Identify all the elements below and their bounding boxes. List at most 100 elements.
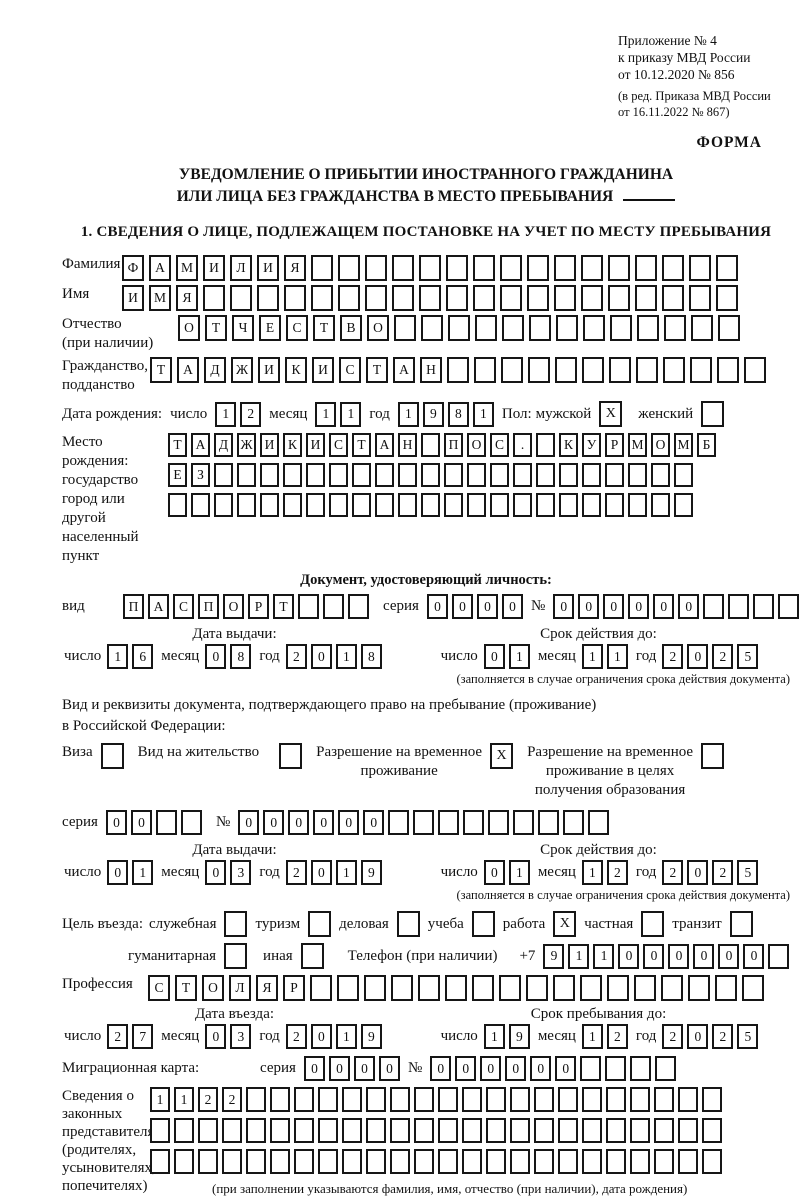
form-cell: 2 xyxy=(606,860,628,885)
form-cell xyxy=(636,357,658,383)
form-cell xyxy=(634,975,656,1001)
form-cell: С xyxy=(148,975,170,1001)
entry-heading: Дата въезда: xyxy=(194,1006,275,1022)
form-cell xyxy=(641,911,665,937)
purpose-other-checkbox xyxy=(300,943,324,969)
form-cell xyxy=(230,285,252,311)
form-cell: 9 xyxy=(508,1024,530,1049)
form-cell: 2 xyxy=(662,860,684,885)
form-cell xyxy=(534,1118,554,1143)
form-cell xyxy=(510,1087,530,1112)
form-cell: . xyxy=(513,433,532,457)
appendix-reference: Приложение № 4 к приказу МВД России от 1… xyxy=(618,32,798,83)
form-cell xyxy=(260,493,279,517)
form-cell xyxy=(366,1149,386,1174)
form-cell xyxy=(392,285,414,311)
form-cell xyxy=(556,315,578,341)
form-cell xyxy=(510,1149,530,1174)
form-title: УВЕДОМЛЕНИЕ О ПРИБЫТИИ ИНОСТРАННОГО ГРАЖ… xyxy=(62,164,790,208)
form-cell: 0 xyxy=(530,1056,552,1081)
form-cell: 1 xyxy=(132,860,154,885)
form-cell xyxy=(414,1149,434,1174)
form-cell xyxy=(664,315,686,341)
appendix-line: от 10.12.2020 № 856 xyxy=(618,67,735,82)
form-cell xyxy=(753,594,775,619)
form-cell xyxy=(191,493,210,517)
form-cell xyxy=(338,255,360,281)
form-page: Приложение № 4 к приказу МВД России от 1… xyxy=(62,32,800,1196)
form-cell xyxy=(536,463,555,487)
form-cell xyxy=(678,1118,698,1143)
form-cell xyxy=(582,1118,602,1143)
month-label: месяц xyxy=(537,864,576,880)
form-cell: М xyxy=(149,285,171,311)
form-cell: 1 xyxy=(150,1087,170,1112)
form-cell: Т xyxy=(366,357,388,383)
form-cell xyxy=(500,285,522,311)
form-cell: С xyxy=(339,357,361,383)
form-cell: С xyxy=(286,315,308,341)
form-cell xyxy=(729,911,753,937)
form-cell: Т xyxy=(352,433,371,457)
form-cell xyxy=(375,493,394,517)
form-cell: 7 xyxy=(132,1024,154,1049)
form-cell xyxy=(486,1087,506,1112)
residence-permit-label: Вид на жительство xyxy=(137,744,260,760)
form-cell xyxy=(529,315,551,341)
form-cell: П xyxy=(123,594,144,619)
form-cell xyxy=(419,255,441,281)
edu-permit-label: Разрешение на временное проживание в цел… xyxy=(527,744,694,798)
form-cell xyxy=(396,911,420,937)
form-cell xyxy=(690,357,712,383)
form-cell xyxy=(651,493,670,517)
form-cell xyxy=(294,1118,314,1143)
form-cell: С xyxy=(490,433,509,457)
form-cell: 0 xyxy=(618,943,640,969)
form-cell: 8 xyxy=(360,644,382,669)
form-cell xyxy=(490,463,509,487)
month-label: месяц xyxy=(269,405,308,422)
form-cell: 1 xyxy=(397,401,419,427)
form-cell xyxy=(306,493,325,517)
form-cell xyxy=(534,1087,554,1112)
appendix-line: к приказу МВД России xyxy=(618,50,751,65)
form-cell: 2 xyxy=(285,644,307,669)
form-cell: 0 xyxy=(205,860,227,885)
form-cell xyxy=(703,594,725,619)
form-cell xyxy=(528,357,550,383)
form-cell xyxy=(662,285,684,311)
form-cell xyxy=(654,1149,674,1174)
number-label: № xyxy=(215,814,231,830)
revision-reference: (в ред. Приказа МВД России от 16.11.2022… xyxy=(618,88,800,120)
form-cell xyxy=(342,1087,362,1112)
birthplace-cells-row3 xyxy=(168,493,716,517)
form-cell xyxy=(462,1149,482,1174)
day-label: число xyxy=(64,648,102,664)
form-cell xyxy=(246,1149,266,1174)
form-cell: 0 xyxy=(668,943,690,969)
appendix-line: Приложение № 4 xyxy=(618,33,717,48)
form-cell: 1 xyxy=(593,943,615,969)
form-cell: 2 xyxy=(712,1024,734,1049)
form-cell: А xyxy=(149,255,171,281)
form-cell xyxy=(418,975,440,1001)
form-cell: 0 xyxy=(263,810,285,835)
form-cell: 1 xyxy=(581,1024,603,1049)
form-cell xyxy=(419,285,441,311)
form-cell: А xyxy=(191,433,210,457)
number-label: № xyxy=(407,1060,423,1076)
form-cell xyxy=(390,1087,410,1112)
form-cell xyxy=(558,1118,578,1143)
purpose-row: Цель въезда: служебная туризм деловая уч… xyxy=(62,911,790,937)
form-cell xyxy=(501,357,523,383)
form-cell: Т xyxy=(205,315,227,341)
form-cell xyxy=(630,1149,650,1174)
